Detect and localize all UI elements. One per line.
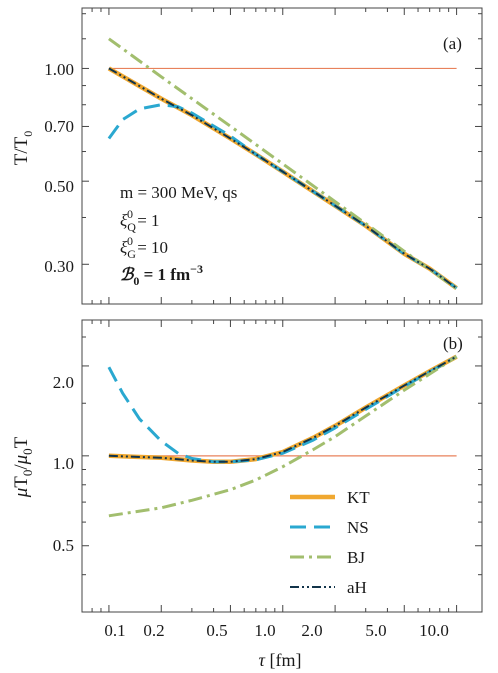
xtick-label: 0.2	[143, 621, 164, 640]
panel-b-ytick-label: 2.0	[53, 373, 74, 392]
panel-a-ytick-label: 0.70	[44, 117, 74, 136]
panel-b-ylabel: μT0/μ0T	[11, 436, 35, 498]
series-ah-line	[108, 355, 458, 463]
legend-label-ah: aH	[347, 578, 367, 597]
panel-a-ytick-label: 0.50	[44, 177, 74, 196]
xtick-label: 0.5	[206, 621, 227, 640]
panel-a-series	[107, 37, 458, 291]
panel-a-annotation-xiq: ξQ0 = 1	[120, 207, 160, 234]
legend: KT NS BJ aH	[290, 488, 370, 597]
panel-b-label: (b)	[443, 334, 463, 353]
xtick-label: 10.0	[419, 621, 449, 640]
panel-a-frame	[81, 7, 483, 305]
panel-a-annotation-xig: ξG0 = 10	[120, 234, 168, 261]
panel-a-ytick-label: 1.00	[44, 60, 74, 79]
panel-a: (a) 1.00 0.70 0.50 0.30 T/T0 m = 300 MeV…	[11, 7, 483, 305]
xtick-label: 2.0	[301, 621, 322, 640]
series-ah-line	[108, 67, 458, 290]
panel-a-ytick-label: 0.30	[44, 257, 74, 276]
panel-a-annotation-mass: m = 300 MeV, qs	[120, 183, 237, 202]
panel-b-frame	[81, 319, 483, 613]
xtick-label: 5.0	[365, 621, 386, 640]
panel-a-ylabel: T/T0	[11, 131, 35, 166]
legend-label-ns: NS	[347, 518, 369, 537]
panel-a-ticks	[82, 8, 482, 304]
panel-b-ytick-label: 0.5	[53, 536, 74, 555]
series-kt-line	[108, 354, 458, 465]
legend-label-kt: KT	[347, 488, 370, 507]
legend-label-bj: BJ	[347, 548, 365, 567]
panel-b-ticks	[82, 320, 482, 612]
series-ns-line	[107, 355, 458, 464]
x-axis-label: τ [fm]	[259, 650, 302, 670]
panel-b-series	[107, 354, 458, 518]
xtick-label: 0.1	[104, 621, 125, 640]
panel-b-ytick-label: 1.0	[53, 454, 74, 473]
panel-a-annotation-b0: ℬ0 = 1 fm−3	[120, 262, 203, 288]
xtick-label: 1.0	[254, 621, 275, 640]
series-bj-line	[108, 355, 458, 518]
series-ns-line	[107, 103, 458, 290]
series-bj-line	[108, 37, 458, 291]
panel-a-label: (a)	[443, 34, 462, 53]
panel-b: (b) 2.0 1.0 0.5 μT0/μ0T 0.1 0.2 0.5 1.0 …	[11, 319, 483, 670]
